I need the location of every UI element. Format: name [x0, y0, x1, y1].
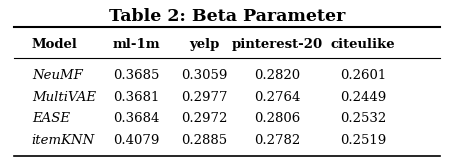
- Text: 0.2977: 0.2977: [181, 91, 227, 104]
- Text: 0.2519: 0.2519: [340, 134, 386, 147]
- Text: 0.2885: 0.2885: [181, 134, 227, 147]
- Text: Model: Model: [32, 38, 78, 51]
- Text: citeulike: citeulike: [331, 38, 395, 51]
- Text: 0.2806: 0.2806: [254, 112, 300, 125]
- Text: 0.2532: 0.2532: [340, 112, 386, 125]
- Text: 0.2601: 0.2601: [340, 69, 386, 82]
- Text: 0.2782: 0.2782: [254, 134, 300, 147]
- Text: yelp: yelp: [189, 38, 219, 51]
- Text: 0.3059: 0.3059: [181, 69, 227, 82]
- Text: itemKNN: itemKNN: [32, 134, 95, 147]
- Text: 0.2764: 0.2764: [254, 91, 300, 104]
- Text: 0.2972: 0.2972: [181, 112, 227, 125]
- Text: 0.2820: 0.2820: [254, 69, 300, 82]
- Text: 0.3681: 0.3681: [113, 91, 159, 104]
- Text: 0.3685: 0.3685: [113, 69, 159, 82]
- Text: 0.3684: 0.3684: [113, 112, 159, 125]
- Text: MultiVAE: MultiVAE: [32, 91, 96, 104]
- Text: 0.2449: 0.2449: [340, 91, 386, 104]
- Text: ml-1m: ml-1m: [113, 38, 160, 51]
- Text: EASE: EASE: [32, 112, 70, 125]
- Text: NeuMF: NeuMF: [32, 69, 83, 82]
- Text: pinterest-20: pinterest-20: [232, 38, 322, 51]
- Text: 0.4079: 0.4079: [113, 134, 159, 147]
- Text: Table 2: Beta Parameter: Table 2: Beta Parameter: [109, 8, 345, 25]
